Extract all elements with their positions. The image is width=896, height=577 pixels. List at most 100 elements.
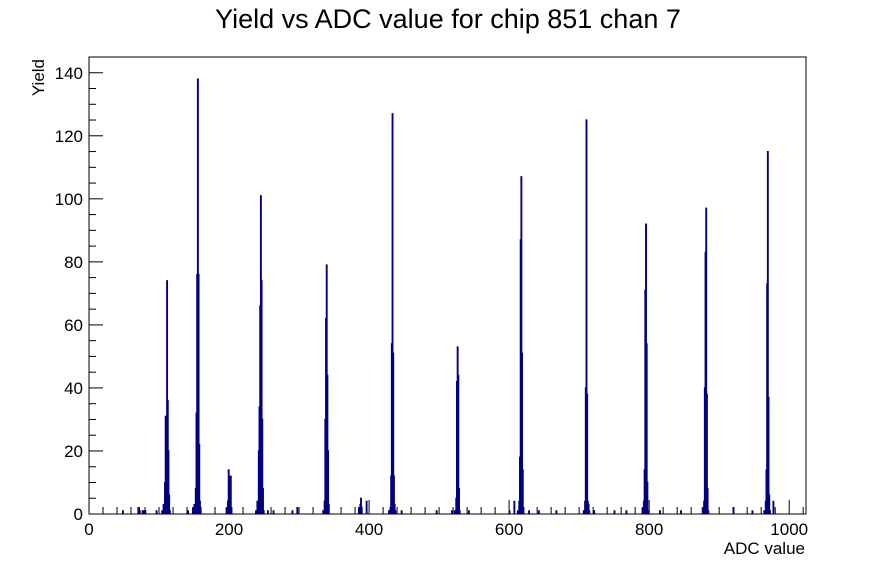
histogram-bin xyxy=(262,510,265,514)
histogram-bin xyxy=(229,475,232,514)
histogram-bin xyxy=(458,510,461,514)
histogram-bin xyxy=(296,507,299,514)
axis-ticks: 0 200 400 600 800 1000 0 20 40 60 80 100 120 140 xyxy=(55,56,808,539)
histogram-bin xyxy=(291,510,294,514)
histogram-bin xyxy=(255,510,257,514)
histogram-bin xyxy=(272,510,275,514)
histogram-bin xyxy=(613,510,616,514)
histogram-bin xyxy=(168,494,171,514)
histogram-bin xyxy=(705,393,708,514)
histogram-bin xyxy=(144,510,147,514)
histogram-bin xyxy=(513,500,516,514)
histogram-bin xyxy=(520,176,523,514)
histogram-bin xyxy=(435,510,438,514)
histogram-bin xyxy=(516,510,519,514)
histogram-bin xyxy=(266,510,269,514)
histogram-bin xyxy=(705,207,708,514)
y-tick-label: 100 xyxy=(55,190,83,209)
histogram-bin xyxy=(680,510,682,514)
histogram-bin xyxy=(508,510,511,514)
histogram-bin xyxy=(467,510,470,514)
histogram-bin xyxy=(138,510,141,514)
y-tick-label: 40 xyxy=(64,379,83,398)
histogram-bin xyxy=(166,280,169,514)
histogram-bin xyxy=(357,507,360,514)
histogram-bin xyxy=(645,343,648,514)
histogram-bin xyxy=(168,510,171,514)
y-tick-label: 80 xyxy=(64,253,83,272)
histogram-bin xyxy=(394,510,397,514)
histogram-bin xyxy=(521,469,524,514)
chart-title: Yield vs ADC value for chip 851 chan 7 xyxy=(215,4,681,34)
histogram-bin xyxy=(167,450,170,514)
histogram-bin xyxy=(582,510,585,514)
y-tick-label: 60 xyxy=(64,316,83,335)
histogram-bin xyxy=(706,488,709,514)
histogram-bin xyxy=(772,500,775,514)
histogram-bin xyxy=(588,510,591,514)
x-tick-label: 200 xyxy=(215,520,243,539)
histogram-bin xyxy=(192,507,194,514)
histogram-bars xyxy=(122,78,775,514)
histogram-bin xyxy=(155,510,158,514)
histogram-bin xyxy=(199,510,202,514)
y-tick-label: 0 xyxy=(74,505,83,524)
histogram-bin xyxy=(593,510,596,514)
histogram-bin xyxy=(647,510,650,514)
histogram-bin xyxy=(187,510,190,514)
histogram-bin xyxy=(360,497,362,514)
histogram-bin xyxy=(388,510,390,514)
histogram-bin xyxy=(400,510,403,514)
x-tick-label: 600 xyxy=(495,520,523,539)
histogram-bin xyxy=(659,510,661,514)
histogram-bin xyxy=(327,503,330,514)
histogram-bin xyxy=(453,510,456,514)
histogram-bin xyxy=(260,280,263,514)
histogram-bin xyxy=(767,396,770,514)
histogram-bin xyxy=(230,507,233,514)
histogram-bin xyxy=(193,503,196,514)
histogram-bin xyxy=(261,418,264,514)
histogram-bin xyxy=(625,510,628,514)
histogram-bin xyxy=(198,444,201,514)
histogram-bin xyxy=(457,374,460,514)
histogram-bin xyxy=(393,503,396,514)
histogram-bin xyxy=(143,510,145,514)
x-tick-label: 1000 xyxy=(770,520,808,539)
x-tick-label: 800 xyxy=(635,520,663,539)
y-tick-label: 120 xyxy=(55,127,83,146)
x-axis-label: ADC value xyxy=(724,539,805,558)
histogram-bin xyxy=(458,488,461,514)
histogram-bin xyxy=(537,510,540,514)
y-axis-label: Yield xyxy=(29,59,48,96)
histogram-bin xyxy=(751,510,754,514)
histogram-bin xyxy=(586,393,589,514)
histogram-bin xyxy=(199,500,201,514)
histogram-bin xyxy=(707,510,710,514)
histogram-bin xyxy=(766,150,769,514)
histogram-bin xyxy=(227,469,230,514)
x-tick-label: 400 xyxy=(355,520,383,539)
histogram-bin xyxy=(528,510,531,514)
histogram-bin xyxy=(322,510,325,514)
histogram-bin xyxy=(365,500,368,514)
histogram-bin xyxy=(360,507,363,514)
histogram-bin xyxy=(646,481,649,514)
histogram-bin xyxy=(256,500,259,514)
histogram-bin xyxy=(768,510,771,514)
histogram-bin xyxy=(768,494,771,514)
histogram-bin xyxy=(522,507,525,514)
histogram-bin xyxy=(161,510,164,514)
histogram-bin xyxy=(585,119,588,514)
y-tick-label: 20 xyxy=(64,442,83,461)
histogram-bin xyxy=(392,475,395,514)
histogram-bin xyxy=(763,510,766,514)
histogram-bin xyxy=(326,374,329,514)
histogram-bin xyxy=(641,507,644,514)
histogram-bin xyxy=(732,507,735,514)
plot-frame xyxy=(88,56,807,515)
histogram-bin xyxy=(327,450,330,514)
histogram-bin xyxy=(225,507,228,514)
